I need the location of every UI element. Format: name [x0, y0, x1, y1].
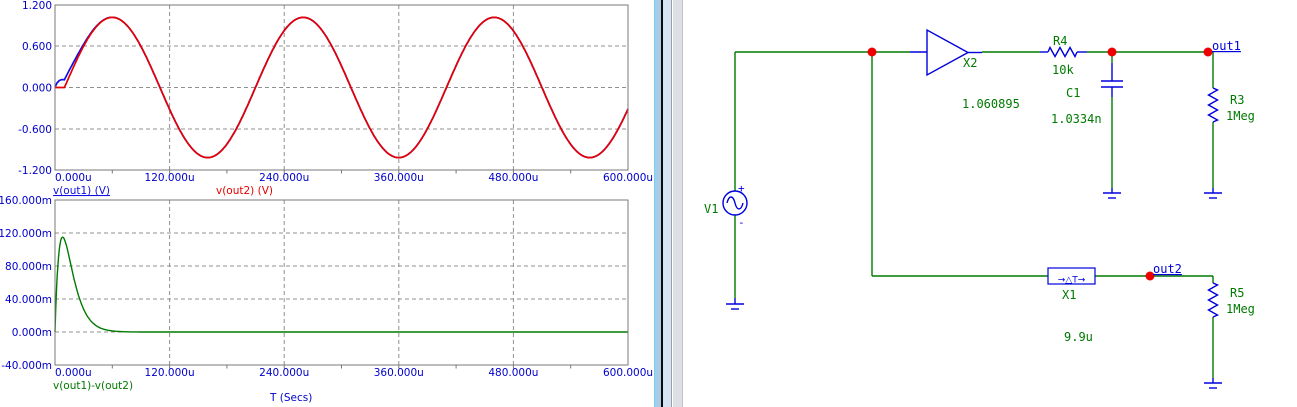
top-plot-x-labels: 0.000u 120.000u 240.000u 360.000u 480.00…: [55, 172, 653, 184]
resistor-zigzag-icon[interactable]: [1207, 87, 1220, 123]
y-tick-label: 80.000m: [5, 261, 52, 273]
y-tick-label: 160.000m: [0, 195, 52, 207]
bottom-plot-x-labels: 0.000u 120.000u 240.000u 360.000u 480.00…: [55, 367, 653, 379]
node-dots: [867, 47, 1213, 281]
y-tick-label: -40.000m: [1, 360, 52, 372]
x2-ref-label[interactable]: X2: [963, 56, 977, 70]
x-tick-label: 120.000u: [145, 172, 195, 184]
component-r3-resistor[interactable]: [1207, 87, 1220, 123]
x-tick-label: 0.000u: [55, 367, 92, 379]
delay-box[interactable]: [1047, 267, 1096, 285]
waveform-v-out1-v-out2-: [54, 236, 628, 333]
node-label-out1[interactable]: out1: [1212, 39, 1241, 53]
ground-icon[interactable]: [1103, 188, 1121, 199]
legend-vout1-minus-vout2[interactable]: v(out1)-v(out2): [53, 380, 133, 392]
y-tick-label: -1.200: [18, 165, 52, 177]
r5-ref-label[interactable]: R5: [1230, 286, 1244, 300]
y-tick-label: 0.600: [22, 41, 52, 53]
x-tick-label: 360.000u: [374, 367, 424, 379]
y-tick-label: 0.000: [22, 83, 52, 95]
x-tick-label: 0.000u: [55, 172, 92, 184]
junction-dot: [867, 47, 877, 57]
r5-value[interactable]: 1Meg: [1226, 302, 1255, 316]
x-tick-label: 120.000u: [145, 367, 195, 379]
splitter-edge-line: [671, 0, 672, 407]
x-tick-label: 480.000u: [488, 367, 538, 379]
component-r4-resistor[interactable]: [1040, 45, 1087, 59]
r4-value[interactable]: 10k: [1052, 63, 1074, 77]
splitter-divider-line[interactable]: [661, 0, 663, 407]
bottom-plot-frame: [54, 199, 629, 366]
y-tick-label: 1.200: [22, 0, 52, 12]
bottom-plot-y-labels: 160.000m 120.000m 80.000m 40.000m 0.000m…: [0, 195, 52, 372]
x-tick-label: 600.000u: [603, 172, 653, 184]
resistor-zigzag-icon[interactable]: [1047, 45, 1078, 59]
splitter-band-mid[interactable]: [663, 0, 671, 407]
bottom-plot-gridlines: [55, 200, 628, 365]
y-tick-label: -0.600: [18, 124, 52, 136]
x-tick-label: 600.000u: [603, 367, 653, 379]
v1-minus-sign: -: [738, 216, 745, 229]
splitter-band-left[interactable]: [653, 0, 662, 407]
x1-delay-value[interactable]: 9.9u: [1064, 330, 1093, 344]
y-tick-label: 120.000m: [0, 228, 52, 240]
splitter-band-right[interactable]: [673, 0, 683, 407]
sine-glyph-icon: [726, 196, 744, 210]
component-r5-resistor[interactable]: [1207, 282, 1220, 318]
ground-icon[interactable]: [1204, 188, 1222, 199]
waveform-v-out2-v-: [55, 16, 629, 159]
bottom-plot-waveforms: [54, 236, 628, 333]
legend-vout1[interactable]: v(out1) (V): [53, 185, 110, 197]
bottom-plot-x-ticks: [111, 365, 572, 369]
top-plot-y-labels: 1.200 0.600 0.000 -0.600 -1.200: [18, 0, 52, 177]
component-c1-capacitor[interactable]: [1101, 63, 1123, 97]
schematic-pane[interactable]: + - V1 X2 1.060895 R4 10k C1 1.0334n: [683, 0, 1297, 407]
splitter-highlight: [654, 0, 655, 407]
r3-ref-label[interactable]: R3: [1230, 93, 1244, 107]
x-tick-label: 240.000u: [259, 367, 309, 379]
ground-icon[interactable]: [1204, 378, 1222, 389]
v1-ref-label[interactable]: V1: [704, 202, 718, 216]
resistor-zigzag-icon[interactable]: [1207, 282, 1220, 318]
top-plot-waveforms: [54, 16, 629, 159]
x-tick-label: 480.000u: [488, 172, 538, 184]
amplifier-triangle-icon[interactable]: [926, 28, 970, 77]
x-tick-label: 360.000u: [374, 172, 424, 184]
top-plot-x-ticks: [111, 170, 572, 174]
v1-plus-sign: +: [738, 182, 745, 195]
x-tick-label: 240.000u: [259, 172, 309, 184]
node-dot-out1: [1203, 47, 1213, 57]
node-label-out2[interactable]: out2: [1153, 262, 1182, 276]
ground-icon[interactable]: [726, 298, 744, 310]
x1-ref-label[interactable]: X1: [1062, 288, 1076, 302]
y-tick-label: 0.000m: [12, 327, 52, 339]
x-axis-title: T (Secs): [269, 392, 312, 404]
node-dot-out2: [1145, 271, 1155, 281]
source-circle[interactable]: [722, 190, 748, 216]
c1-value[interactable]: 1.0334n: [1051, 112, 1102, 126]
component-x2-buffer[interactable]: [910, 28, 982, 77]
analysis-plot-pane: 1.200 0.600 0.000 -0.600 -1.200 0.000u 1…: [0, 0, 653, 404]
x2-gain-value[interactable]: 1.060895: [962, 97, 1020, 111]
r4-ref-label[interactable]: R4: [1053, 34, 1067, 48]
delay-symbol-icon: →△T→: [1058, 276, 1086, 286]
y-tick-label: 40.000m: [5, 294, 52, 306]
component-v1-source[interactable]: [722, 190, 748, 216]
junction-dot: [1107, 47, 1117, 57]
c1-ref-label[interactable]: C1: [1066, 86, 1080, 100]
top-plot-gridlines: [55, 5, 628, 170]
r3-value[interactable]: 1Meg: [1226, 109, 1255, 123]
legend-vout2[interactable]: v(out2) (V): [216, 185, 273, 197]
component-x1-delay[interactable]: [1047, 267, 1096, 285]
